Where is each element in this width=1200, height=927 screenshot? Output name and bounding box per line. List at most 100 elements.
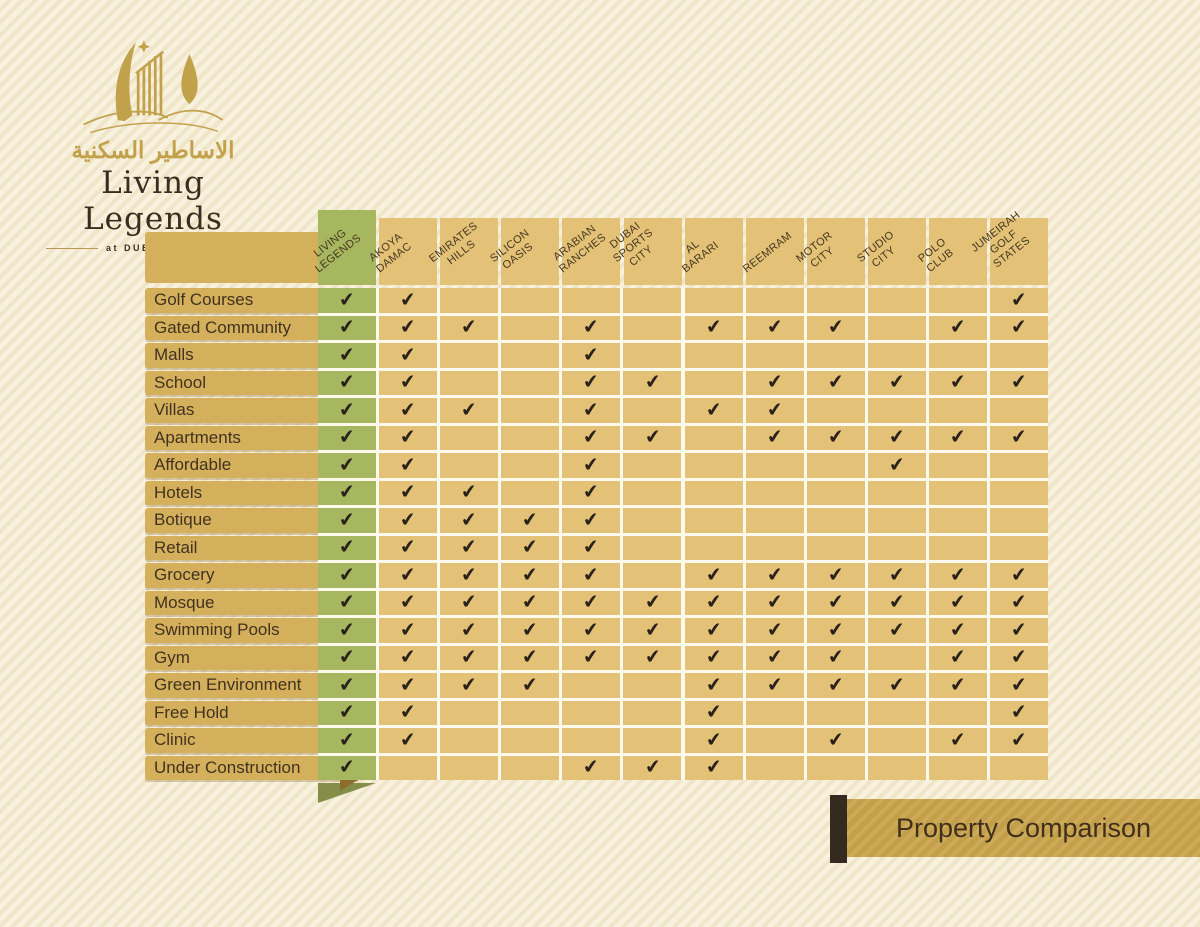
cell-mosque-al-barari: ✔ — [684, 590, 743, 615]
check-icon: ✔ — [582, 343, 601, 367]
cell-school-silicon-oasis — [501, 370, 560, 395]
cell-free-hold-al-barari: ✔ — [684, 700, 743, 725]
check-icon: ✔ — [399, 591, 418, 615]
cell-malls-motor-city — [806, 343, 865, 368]
check-icon: ✔ — [399, 426, 418, 450]
check-icon: ✔ — [460, 563, 479, 587]
cell-botique-motor-city — [806, 508, 865, 533]
title-bar-accent-block — [830, 795, 847, 863]
check-icon: ✔ — [948, 728, 967, 752]
cell-grocery-jumeirah-golf-states: ✔ — [990, 563, 1049, 588]
row-label-malls: Malls — [145, 343, 318, 368]
cell-grocery-emirates-hills: ✔ — [440, 563, 499, 588]
cell-golf-courses-dubai-sports-city — [623, 288, 682, 313]
check-icon: ✔ — [399, 481, 418, 505]
cell-swimming-pools-al-barari: ✔ — [684, 618, 743, 643]
cell-under-construction-jumeirah-golf-states — [990, 755, 1049, 780]
cell-villas-motor-city — [806, 398, 865, 423]
cell-gym-al-barari: ✔ — [684, 645, 743, 670]
cell-golf-courses-motor-city — [806, 288, 865, 313]
cell-gated-community-al-barari: ✔ — [684, 315, 743, 340]
column-header-studio-city: STUDIO CITY — [855, 218, 926, 285]
cell-green-environment-arabian-ranches — [562, 673, 621, 698]
check-icon: ✔ — [337, 646, 357, 670]
cell-green-environment-dubai-sports-city — [623, 673, 682, 698]
check-icon: ✔ — [399, 536, 418, 560]
check-icon: ✔ — [643, 426, 662, 450]
cell-golf-courses-arabian-ranches — [562, 288, 621, 313]
check-icon: ✔ — [460, 646, 479, 670]
cell-clinic-dubai-sports-city — [623, 728, 682, 753]
check-icon: ✔ — [521, 563, 540, 587]
cell-villas-jumeirah-golf-states — [990, 398, 1049, 423]
cell-gated-community-motor-city: ✔ — [806, 315, 865, 340]
cell-affordable-motor-city — [806, 453, 865, 478]
cell-apartments-studio-city: ✔ — [867, 425, 926, 450]
check-icon: ✔ — [765, 316, 784, 340]
check-icon: ✔ — [582, 646, 601, 670]
cell-malls-jumeirah-golf-states — [990, 343, 1049, 368]
cell-clinic-al-barari: ✔ — [684, 728, 743, 753]
check-icon: ✔ — [582, 756, 601, 780]
cell-clinic-studio-city — [867, 728, 926, 753]
check-icon: ✔ — [948, 316, 967, 340]
check-icon: ✔ — [643, 371, 662, 395]
row-label-swimming-pools: Swimming Pools — [145, 618, 318, 643]
check-icon: ✔ — [704, 756, 723, 780]
cell-apartments-silicon-oasis — [501, 425, 560, 450]
cell-golf-courses-reemram — [745, 288, 804, 313]
cell-swimming-pools-dubai-sports-city: ✔ — [623, 618, 682, 643]
cell-affordable-al-barari — [684, 453, 743, 478]
cell-green-environment-akoya-damac: ✔ — [379, 673, 438, 698]
cell-mosque-arabian-ranches: ✔ — [562, 590, 621, 615]
cell-botique-al-barari — [684, 508, 743, 533]
cell-malls-dubai-sports-city — [623, 343, 682, 368]
cell-gated-community-polo-club: ✔ — [928, 315, 987, 340]
check-icon: ✔ — [704, 398, 723, 422]
cell-mosque-studio-city: ✔ — [867, 590, 926, 615]
cell-school-studio-city: ✔ — [867, 370, 926, 395]
check-icon: ✔ — [948, 563, 967, 587]
column-header-polo-club: POLO CLUB — [916, 218, 987, 285]
cell-gym-polo-club: ✔ — [928, 645, 987, 670]
cell-malls-akoya-damac: ✔ — [379, 343, 438, 368]
check-icon: ✔ — [337, 288, 357, 312]
check-icon: ✔ — [826, 563, 845, 587]
cell-school-arabian-ranches: ✔ — [562, 370, 621, 395]
cell-retail-dubai-sports-city — [623, 535, 682, 560]
cell-mosque-dubai-sports-city: ✔ — [623, 590, 682, 615]
cell-retail-arabian-ranches: ✔ — [562, 535, 621, 560]
check-icon: ✔ — [948, 673, 967, 697]
check-icon: ✔ — [337, 316, 357, 340]
column-header-motor-city: MOTOR CITY — [794, 218, 865, 285]
cell-affordable-akoya-damac: ✔ — [379, 453, 438, 478]
check-icon: ✔ — [460, 481, 479, 505]
cell-green-environment-silicon-oasis: ✔ — [501, 673, 560, 698]
cell-clinic-motor-city: ✔ — [806, 728, 865, 753]
cell-swimming-pools-emirates-hills: ✔ — [440, 618, 499, 643]
cell-hotels-living-legends: ✔ — [318, 480, 376, 505]
cell-grocery-arabian-ranches: ✔ — [562, 563, 621, 588]
cell-gym-studio-city — [867, 645, 926, 670]
cell-retail-polo-club — [928, 535, 987, 560]
column-header-silicon-oasis: SILICON OASIS — [488, 218, 560, 285]
row-label-affordable: Affordable — [145, 453, 318, 478]
row-label-villas: Villas — [145, 398, 318, 423]
check-icon: ✔ — [337, 563, 357, 587]
cell-free-hold-silicon-oasis — [501, 700, 560, 725]
check-icon: ✔ — [399, 701, 418, 725]
cell-under-construction-emirates-hills — [440, 755, 499, 780]
cell-clinic-reemram — [745, 728, 804, 753]
cell-villas-dubai-sports-city — [623, 398, 682, 423]
row-label-retail: Retail — [145, 535, 318, 560]
cell-mosque-polo-club: ✔ — [928, 590, 987, 615]
check-icon: ✔ — [887, 371, 906, 395]
cell-apartments-living-legends: ✔ — [318, 425, 376, 450]
cell-grocery-silicon-oasis: ✔ — [501, 563, 560, 588]
check-icon: ✔ — [1010, 426, 1029, 450]
cell-free-hold-reemram — [745, 700, 804, 725]
check-icon: ✔ — [399, 673, 418, 697]
cell-free-hold-jumeirah-golf-states: ✔ — [990, 700, 1049, 725]
cell-clinic-akoya-damac: ✔ — [379, 728, 438, 753]
